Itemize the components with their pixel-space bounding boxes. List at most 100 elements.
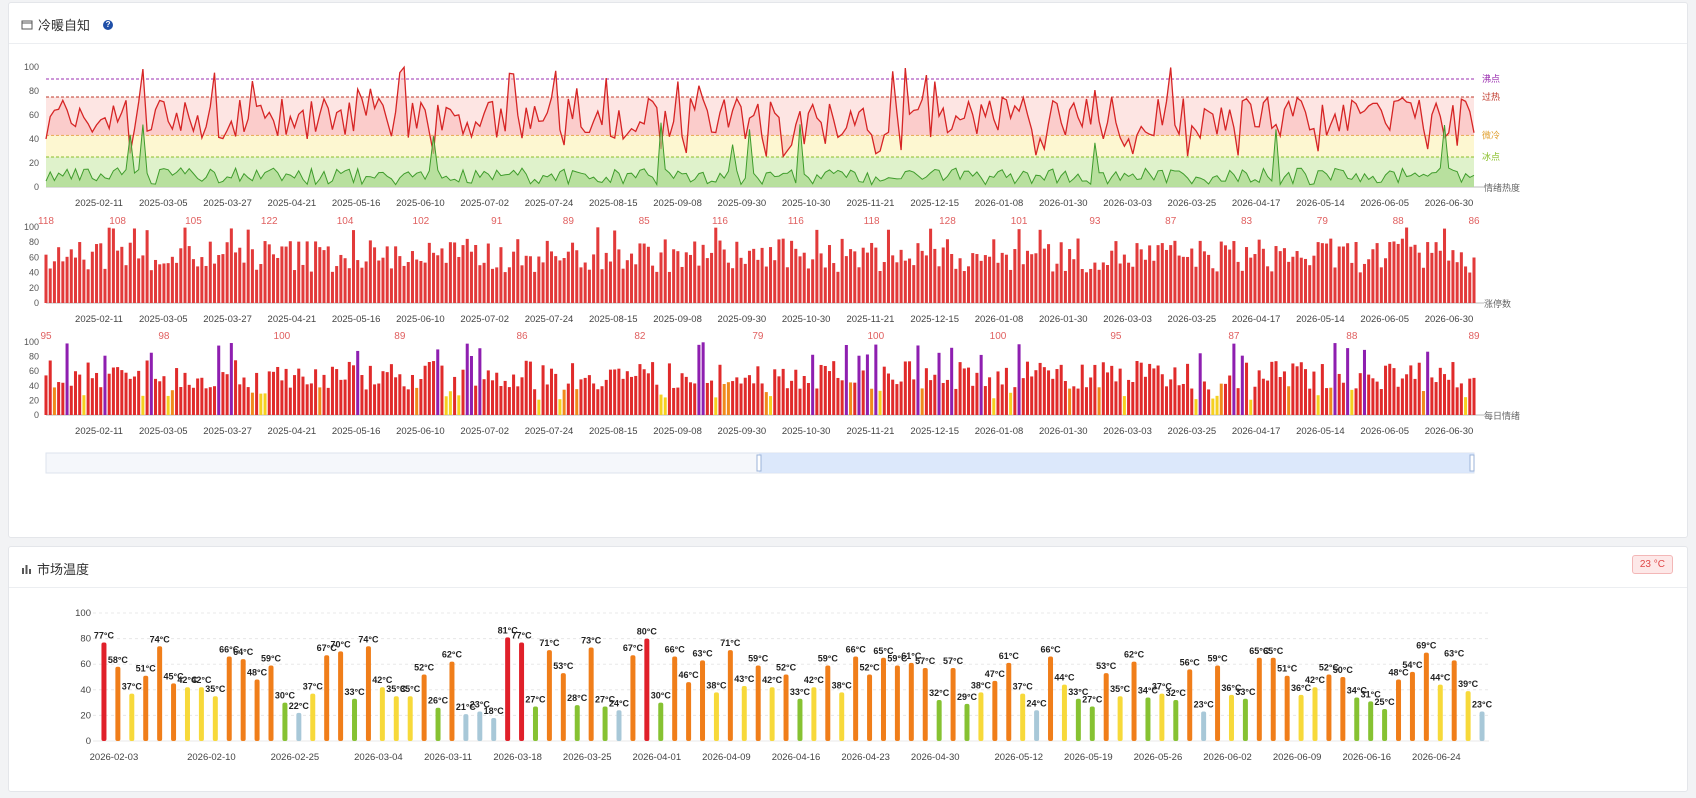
limit-up-xtick: 2025-04-21: [268, 314, 317, 325]
limit-up-bar: [495, 267, 499, 303]
daily-emotion-bar: [718, 364, 722, 415]
daily-emotion-bar: [1186, 363, 1190, 415]
emotion-index-xtick: 2026-01-30: [1039, 198, 1088, 209]
emotion-panel: 冷暖自知 ? 0 20 40 60 80 100 2025-02-11 2025-03-05 2…: [8, 2, 1688, 538]
daily-emotion-bar: [571, 363, 575, 415]
daily-emotion-bar: [453, 376, 457, 415]
limit-up-bar: [566, 251, 570, 303]
emotion-index-xtick: 2025-07-02: [460, 198, 509, 209]
daily-emotion-axis-label: 每日情绪: [1484, 410, 1520, 421]
market-temp-bar: [463, 714, 469, 741]
zoom-handle-right[interactable]: [1469, 454, 1475, 472]
market-temp-bar: [352, 698, 358, 741]
daily-emotion-bar: [406, 389, 410, 415]
limit-up-bar: [436, 255, 440, 303]
limit-up-bar: [1287, 261, 1291, 303]
daily-emotion-bar: [82, 395, 86, 415]
daily-emotion-label: 95: [1110, 331, 1122, 342]
daily-emotion-bar: [680, 373, 684, 415]
limit-up-bar: [1426, 242, 1430, 303]
limit-up-bar: [364, 261, 368, 303]
market-temp-bar: [1048, 656, 1054, 741]
market-temp-label: 34°C: [1347, 685, 1368, 695]
daily-emotion-bar: [368, 365, 372, 415]
market-xtick: 2026-03-11: [424, 752, 472, 763]
market-panel-header: 市场温度 23 °C: [9, 547, 1687, 588]
daily-emotion-ytick: 0: [34, 410, 39, 420]
market-ytick: 60: [80, 659, 91, 670]
limit-up-label: 101: [1011, 216, 1028, 227]
market-temp-label: 42°C: [372, 675, 393, 685]
limit-up-bar: [1295, 251, 1299, 303]
limit-up-bar: [373, 247, 377, 303]
daily-emotion-bar: [52, 387, 56, 415]
limit-up-bar: [360, 267, 364, 303]
limit-up-bar: [1034, 253, 1038, 303]
market-temp-bar: [825, 665, 831, 741]
daily-emotion-bar: [1362, 349, 1366, 415]
limit-up-bar: [1266, 266, 1270, 303]
limit-up-bar: [613, 230, 617, 303]
daily-emotion-bar: [638, 364, 642, 415]
daily-emotion-bar: [735, 377, 739, 415]
market-temp-label: 21°C: [456, 702, 477, 712]
market-temp-bar: [853, 656, 859, 741]
daily-emotion-bar: [191, 387, 195, 415]
market-temp-label: 66°C: [665, 645, 686, 655]
daily-emotion-bar: [865, 354, 869, 415]
daily-emotion-bar: [1282, 371, 1286, 415]
market-temp-label: 66°C: [1040, 645, 1061, 655]
limit-up-bar: [402, 265, 406, 303]
limit-up-bar: [423, 262, 427, 303]
daily-emotion-bar: [103, 355, 107, 415]
daily-emotion-label: 95: [40, 331, 52, 342]
limit-up-bar: [962, 271, 966, 303]
market-temp-label: 42°C: [177, 675, 198, 685]
limit-up-bar: [1337, 246, 1341, 303]
daily-emotion-bar: [764, 392, 768, 415]
limit-up-bar: [1245, 247, 1249, 303]
help-icon[interactable]: ?: [103, 19, 114, 30]
daily-emotion-bar: [1468, 378, 1472, 415]
market-temp-label: 39°C: [1458, 679, 1479, 689]
limit-up-bar: [844, 256, 848, 303]
emotion-index-xtick: 2025-03-27: [203, 198, 252, 209]
limit-up-bar: [1076, 238, 1080, 303]
limit-up-bar: [507, 267, 511, 303]
daily-emotion-bar: [1329, 387, 1333, 415]
daily-emotion-bar: [1063, 381, 1067, 415]
limit-up-bar: [90, 251, 94, 303]
limit-up-bar: [1173, 240, 1177, 303]
market-temp-label: 61°C: [999, 651, 1020, 661]
daily-emotion-bar: [288, 387, 292, 415]
daily-emotion-bar: [756, 366, 760, 415]
daily-emotion-bar: [710, 380, 714, 415]
market-temp-bar: [1409, 671, 1415, 741]
daily-emotion-bar: [962, 368, 966, 415]
market-temp-bar: [282, 702, 288, 741]
daily-emotion-bar: [389, 364, 393, 415]
limit-up-bar: [912, 265, 916, 303]
zoom-handle-left[interactable]: [756, 454, 762, 472]
market-temp-label: 23°C: [1194, 700, 1215, 710]
daily-emotion-bar: [1413, 378, 1417, 415]
daily-emotion-bar: [806, 383, 810, 415]
zoom-slider-window[interactable]: [759, 453, 1474, 473]
market-temp-label: 33°C: [1235, 687, 1256, 697]
limit-up-bar: [1084, 272, 1088, 303]
market-temp-bar: [1340, 677, 1346, 741]
emotion-index-xtick: 2025-09-30: [718, 198, 767, 209]
limit-up-label: 116: [788, 216, 804, 227]
market-temp-label: 73°C: [581, 636, 602, 646]
limit-up-bar: [747, 250, 751, 303]
limit-up-bar: [562, 258, 566, 303]
limit-up-bar: [756, 259, 760, 303]
daily-emotion-bar: [137, 370, 141, 415]
market-temp-bar: [867, 674, 873, 741]
market-temp-label: 46°C: [679, 670, 700, 680]
daily-emotion-bar: [1173, 367, 1177, 415]
daily-emotion-bar: [1472, 377, 1476, 415]
daily-emotion-bar: [533, 389, 537, 415]
limit-up-bar: [1122, 254, 1126, 303]
limit-up-bar: [604, 252, 608, 303]
